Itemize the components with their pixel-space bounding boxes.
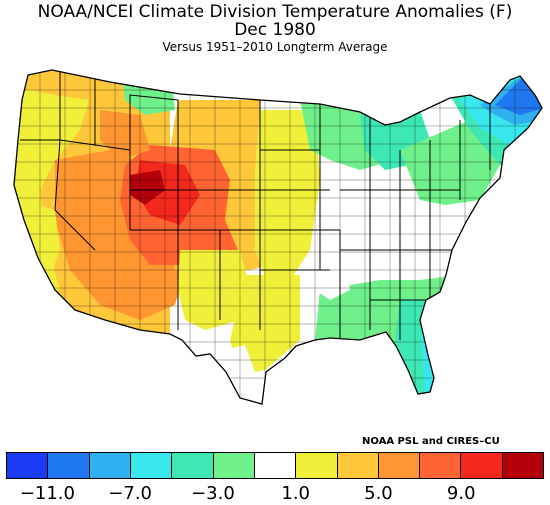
colorbar-tick-label: 9.0	[446, 483, 476, 504]
map-subtitle: Dec 1980	[234, 20, 316, 40]
colorbar-swatch	[130, 453, 173, 478]
map-title: NOAA/NCEI Climate Division Temperature A…	[37, 2, 513, 22]
colorbar-swatch	[172, 453, 214, 478]
colorbar-swatch	[502, 453, 544, 478]
colorbar-swatch	[48, 453, 90, 478]
us-outline	[13, 69, 543, 405]
colorbar-swatch	[296, 453, 338, 478]
state-borders	[20, 70, 491, 340]
map-note: Versus 1951–2010 Longterm Average	[162, 40, 388, 54]
colorbar-tick-label: −3.0	[191, 483, 235, 504]
colorbar-ticks: −11.0 −7.0 −3.0 1.0 5.0 9.0	[6, 483, 544, 505]
colorbar-swatch	[461, 453, 503, 478]
colorbar-tick-label: −7.0	[108, 483, 152, 504]
colorbar-tick-label: 1.0	[281, 483, 311, 504]
credit-label: NOAA PSL and CIRES–CU	[362, 436, 500, 447]
colorbar-swatch	[378, 453, 421, 478]
colorbar-swatch	[420, 453, 462, 478]
us-climate-division-map	[13, 69, 543, 405]
colorbar-swatch	[7, 453, 49, 478]
colorbar-swatch	[213, 453, 255, 478]
colorbar-tick-label: 5.0	[364, 483, 393, 504]
colorbar-swatch	[254, 453, 297, 478]
colorbar-swatch	[337, 453, 379, 478]
colorbar-swatch	[89, 453, 131, 478]
colorbar-tick-label: −11.0	[19, 483, 75, 504]
colorbar	[6, 452, 544, 479]
